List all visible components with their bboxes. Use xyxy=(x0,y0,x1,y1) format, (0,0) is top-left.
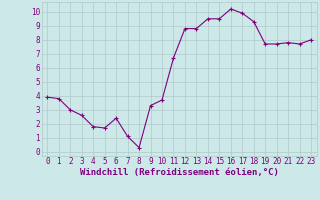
X-axis label: Windchill (Refroidissement éolien,°C): Windchill (Refroidissement éolien,°C) xyxy=(80,168,279,177)
